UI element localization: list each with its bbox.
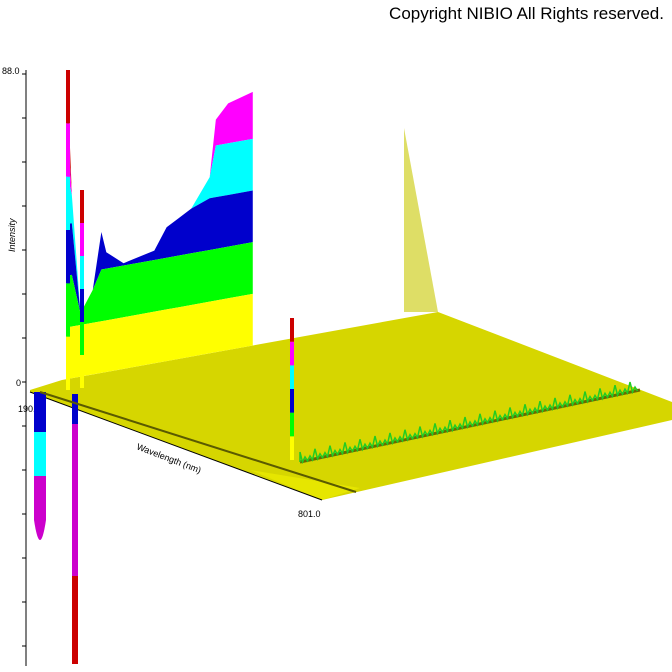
copyright-notice: Copyright NIBIO All Rights reserved.	[389, 4, 664, 23]
spectrum-band-2	[66, 242, 253, 328]
front-peak-main-band-6	[66, 70, 70, 124]
front-peak-secondary-band-4	[80, 256, 84, 289]
mid-peak-band-5	[290, 341, 294, 366]
front-peak-secondary-band-1	[80, 355, 84, 388]
mid-peak-band-2	[290, 412, 294, 437]
mid-peak-band-4	[290, 365, 294, 389]
x-axis-line	[29, 391, 323, 501]
spectrum-marks	[22, 69, 641, 664]
chart-floor	[30, 312, 672, 500]
noise-trace	[299, 381, 639, 465]
x-tick-label-start: 190.0	[18, 404, 41, 414]
front-peak-secondary-band-6	[80, 190, 84, 223]
negative-dip-center-blue	[72, 394, 78, 424]
front-ridge-line	[39, 391, 357, 493]
spectrum-band-3	[66, 190, 253, 314]
spectrum-band-4	[66, 138, 253, 314]
x-tick-label-end: 801.0	[298, 509, 321, 519]
front-peak-main-band-1	[66, 336, 70, 390]
y-axis-label: Intensity	[7, 218, 17, 252]
negative-dip-left-blue	[34, 392, 46, 432]
y-tick-label-max: 88.0	[2, 66, 20, 76]
mid-peak-band-3	[290, 389, 294, 413]
front-peak-secondary-band-3	[80, 289, 84, 322]
negative-dip-center-red	[72, 576, 78, 664]
front-peak-secondary-band-5	[80, 223, 84, 256]
mid-peak-band-6	[290, 318, 294, 342]
spectrum-wall-edge	[404, 128, 438, 312]
spectrum-band-1	[66, 293, 253, 380]
front-peak-main-band-3	[66, 230, 70, 284]
negative-dip-left-cyan	[34, 432, 46, 476]
front-peak-main-band-5	[66, 123, 70, 177]
mid-peak-band-1	[290, 436, 294, 460]
spectrum-band-5	[66, 91, 253, 314]
y-tick-label-zero: 0	[16, 378, 21, 388]
front-peak-main-band-2	[66, 283, 70, 337]
surface-plane	[30, 312, 672, 500]
front-peak-main-band-4	[66, 176, 70, 230]
surface-highlight	[250, 470, 360, 500]
front-peak-secondary-band-2	[80, 322, 84, 355]
negative-dip-center	[72, 394, 78, 664]
